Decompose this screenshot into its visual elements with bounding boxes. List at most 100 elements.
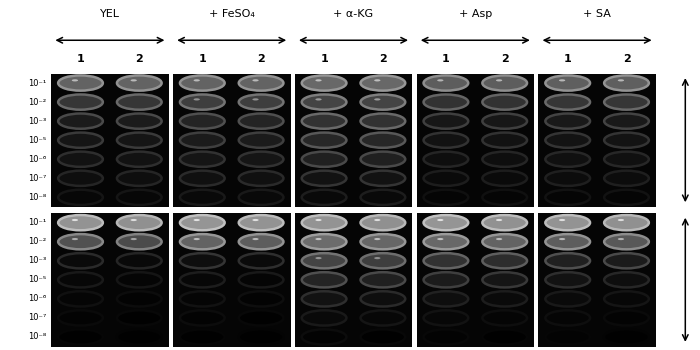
- Ellipse shape: [424, 75, 468, 91]
- Ellipse shape: [72, 79, 78, 82]
- Ellipse shape: [239, 234, 284, 249]
- Ellipse shape: [302, 215, 346, 230]
- Ellipse shape: [360, 133, 405, 148]
- Ellipse shape: [302, 310, 346, 326]
- Ellipse shape: [374, 238, 380, 240]
- Ellipse shape: [194, 219, 199, 221]
- Text: 1: 1: [442, 54, 450, 64]
- Text: + α-KG: + α-KG: [333, 9, 374, 19]
- Ellipse shape: [374, 257, 380, 259]
- Ellipse shape: [180, 253, 225, 268]
- Text: 10⁻¹: 10⁻¹: [28, 78, 46, 88]
- Ellipse shape: [360, 329, 405, 345]
- Text: + O₂: + O₂: [696, 265, 700, 295]
- Ellipse shape: [117, 272, 162, 287]
- Ellipse shape: [604, 234, 649, 249]
- Ellipse shape: [239, 152, 284, 167]
- Ellipse shape: [424, 272, 468, 287]
- Ellipse shape: [424, 215, 468, 230]
- Ellipse shape: [360, 171, 405, 186]
- Ellipse shape: [302, 234, 346, 249]
- Ellipse shape: [424, 253, 468, 268]
- Ellipse shape: [302, 291, 346, 307]
- Ellipse shape: [239, 291, 284, 307]
- Ellipse shape: [253, 219, 258, 221]
- Ellipse shape: [239, 310, 284, 326]
- Ellipse shape: [239, 253, 284, 268]
- Ellipse shape: [545, 190, 590, 205]
- Text: + Asp: + Asp: [458, 9, 492, 19]
- Ellipse shape: [180, 329, 225, 345]
- Ellipse shape: [482, 310, 527, 326]
- Ellipse shape: [360, 75, 405, 91]
- Text: + SA: + SA: [583, 9, 611, 19]
- Ellipse shape: [180, 152, 225, 167]
- Ellipse shape: [482, 133, 527, 148]
- Ellipse shape: [180, 291, 225, 307]
- Text: 10⁻³: 10⁻³: [28, 117, 46, 126]
- Ellipse shape: [618, 238, 624, 240]
- Ellipse shape: [604, 253, 649, 268]
- Ellipse shape: [559, 79, 565, 82]
- Ellipse shape: [482, 291, 527, 307]
- Ellipse shape: [424, 94, 468, 110]
- Text: 10⁻⁶: 10⁻⁶: [28, 294, 46, 303]
- Ellipse shape: [58, 215, 103, 230]
- Text: 2: 2: [622, 54, 631, 64]
- Ellipse shape: [482, 253, 527, 268]
- Text: 10⁻²: 10⁻²: [28, 237, 46, 246]
- Ellipse shape: [180, 215, 225, 230]
- Ellipse shape: [302, 113, 346, 129]
- Ellipse shape: [58, 133, 103, 148]
- Text: 2: 2: [500, 54, 509, 64]
- Ellipse shape: [58, 234, 103, 249]
- Ellipse shape: [180, 171, 225, 186]
- Ellipse shape: [618, 219, 624, 221]
- Ellipse shape: [239, 215, 284, 230]
- Ellipse shape: [58, 171, 103, 186]
- Ellipse shape: [496, 238, 502, 240]
- Ellipse shape: [302, 253, 346, 268]
- Ellipse shape: [545, 291, 590, 307]
- Ellipse shape: [424, 234, 468, 249]
- Ellipse shape: [545, 234, 590, 249]
- Text: 2: 2: [257, 54, 265, 64]
- Ellipse shape: [58, 75, 103, 91]
- Ellipse shape: [482, 215, 527, 230]
- Ellipse shape: [604, 310, 649, 326]
- Ellipse shape: [131, 79, 136, 82]
- Ellipse shape: [117, 190, 162, 205]
- Ellipse shape: [316, 219, 321, 221]
- Ellipse shape: [360, 215, 405, 230]
- Ellipse shape: [194, 238, 199, 240]
- Ellipse shape: [58, 291, 103, 307]
- Text: YEL: YEL: [100, 9, 120, 19]
- Ellipse shape: [545, 133, 590, 148]
- Ellipse shape: [618, 79, 624, 82]
- Bar: [538, 74, 656, 207]
- Text: + FeSO₄: + FeSO₄: [209, 9, 255, 19]
- Ellipse shape: [604, 113, 649, 129]
- Ellipse shape: [374, 98, 380, 100]
- Ellipse shape: [545, 94, 590, 110]
- Ellipse shape: [316, 98, 321, 100]
- Ellipse shape: [424, 310, 468, 326]
- Ellipse shape: [360, 310, 405, 326]
- Ellipse shape: [180, 234, 225, 249]
- Ellipse shape: [239, 113, 284, 129]
- Ellipse shape: [604, 190, 649, 205]
- Ellipse shape: [253, 98, 258, 100]
- Ellipse shape: [316, 238, 321, 240]
- Ellipse shape: [360, 113, 405, 129]
- Text: 1: 1: [198, 54, 206, 64]
- Ellipse shape: [58, 94, 103, 110]
- Ellipse shape: [117, 75, 162, 91]
- Ellipse shape: [482, 94, 527, 110]
- Ellipse shape: [545, 253, 590, 268]
- Ellipse shape: [482, 75, 527, 91]
- Ellipse shape: [302, 329, 346, 345]
- Bar: [416, 213, 534, 346]
- Ellipse shape: [545, 272, 590, 287]
- Text: 10⁻³: 10⁻³: [28, 256, 46, 265]
- Ellipse shape: [180, 272, 225, 287]
